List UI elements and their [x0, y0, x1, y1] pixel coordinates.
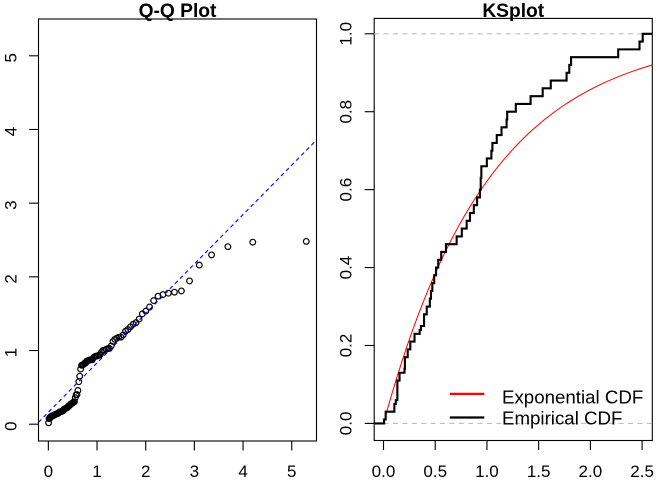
svg-text:1: 1 [2, 348, 21, 357]
svg-text:3: 3 [190, 462, 199, 480]
svg-text:1: 1 [92, 462, 101, 480]
svg-text:0: 0 [44, 462, 53, 480]
svg-text:2.0: 2.0 [579, 462, 603, 480]
svg-text:4: 4 [238, 462, 247, 480]
svg-text:0.0: 0.0 [337, 412, 356, 436]
svg-text:Q-Q Plot: Q-Q Plot [139, 1, 217, 22]
svg-text:0.2: 0.2 [337, 334, 356, 358]
svg-text:0.8: 0.8 [337, 100, 356, 124]
svg-text:5: 5 [2, 53, 21, 62]
svg-text:2: 2 [141, 462, 150, 480]
svg-text:3: 3 [2, 200, 21, 209]
svg-text:2.5: 2.5 [630, 462, 654, 480]
svg-text:2: 2 [2, 274, 21, 283]
svg-text:0.5: 0.5 [423, 462, 447, 480]
svg-text:5: 5 [287, 462, 296, 480]
svg-text:4: 4 [2, 127, 21, 136]
svg-text:0.6: 0.6 [337, 178, 356, 202]
svg-text:1.0: 1.0 [475, 462, 499, 480]
svg-text:Exponential CDF: Exponential CDF [502, 387, 643, 408]
svg-text:1.5: 1.5 [527, 462, 551, 480]
svg-text:1.0: 1.0 [337, 22, 356, 46]
svg-text:KSplot: KSplot [482, 1, 544, 22]
svg-text:0: 0 [2, 421, 21, 430]
svg-text:0.0: 0.0 [372, 462, 396, 480]
svg-text:Empirical CDF: Empirical CDF [502, 408, 622, 429]
svg-text:0.4: 0.4 [337, 256, 356, 280]
